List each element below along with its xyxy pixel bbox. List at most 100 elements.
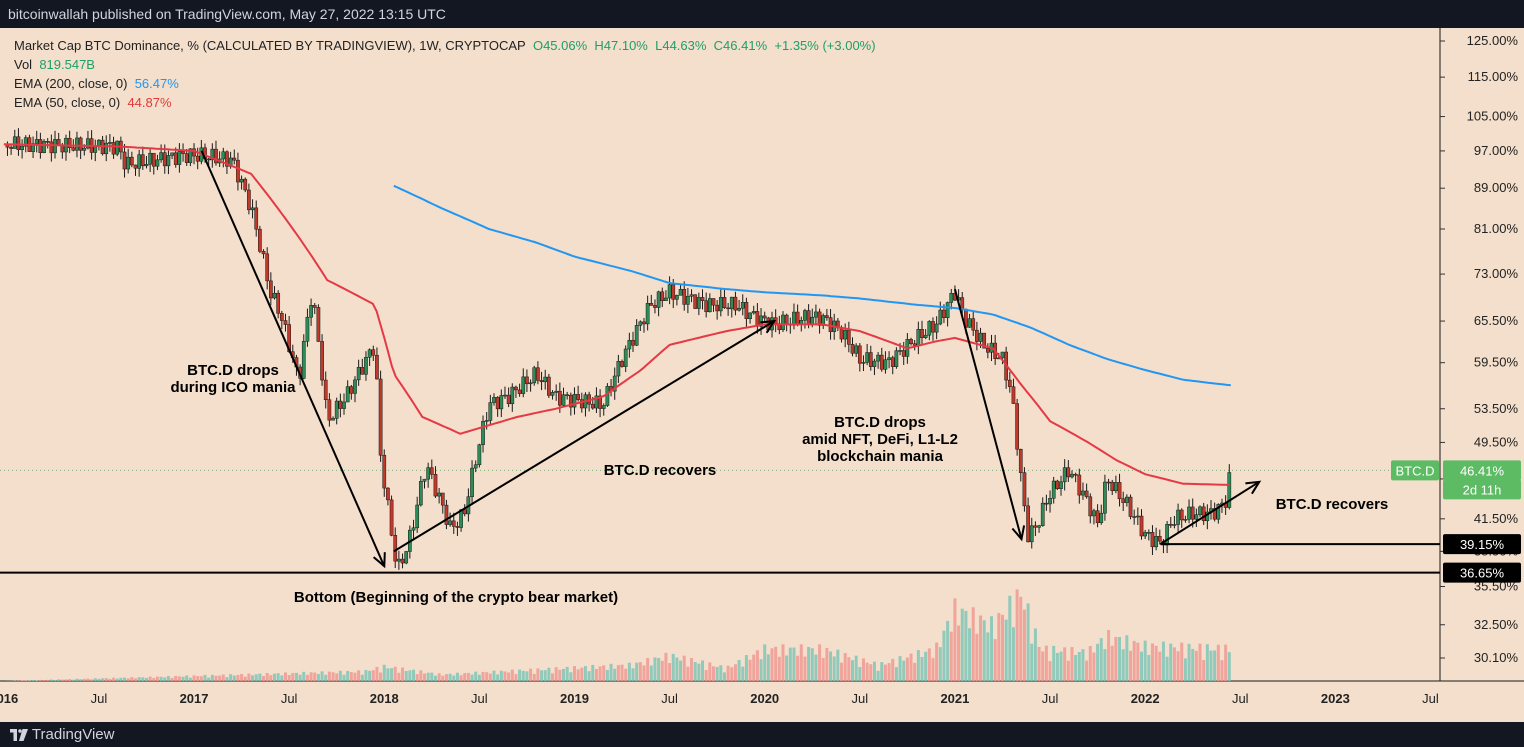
chart-svg[interactable]: 125.00% 115.00% 105.00% 97.00% 89.00% 81.00% 7… — [0, 28, 1524, 722]
volume-bar — [123, 677, 127, 681]
candle-up — [814, 311, 818, 318]
chart-legend: Market Cap BTC Dominance, % (CALCULATED … — [14, 36, 876, 112]
volume-bar — [210, 674, 214, 681]
volume-bar — [360, 674, 364, 681]
current-price-tag-bg — [1443, 460, 1521, 481]
candle-down — [247, 189, 251, 211]
candle-down — [349, 386, 354, 394]
candle-up — [799, 320, 804, 324]
volume-bar — [924, 651, 928, 681]
y-tick-label: 32.50% — [1474, 617, 1519, 632]
volume-bar — [722, 672, 726, 681]
volume-bar — [459, 675, 463, 681]
candle-up — [689, 294, 694, 297]
volume-bar — [485, 672, 489, 681]
candle-down — [243, 178, 248, 191]
candle-up — [645, 303, 650, 325]
volume-bar — [1187, 643, 1191, 681]
volume-bar — [920, 656, 924, 681]
volume-bar — [1154, 645, 1158, 681]
volume-bar — [697, 663, 701, 681]
candle-up — [477, 444, 482, 466]
volume-bar — [1114, 636, 1118, 681]
volume-bar — [188, 677, 192, 681]
volume-bar — [796, 655, 800, 681]
y-tick-label: 89.00% — [1474, 180, 1519, 195]
candle-down — [375, 354, 379, 380]
candle-down — [920, 329, 924, 338]
annotation-nft-line3: blockchain mania — [817, 448, 943, 465]
candle-up — [345, 386, 350, 403]
volume-bar — [1143, 640, 1147, 681]
volume-bar — [254, 674, 258, 681]
volume-bar — [1037, 646, 1041, 681]
volume-bar — [273, 673, 277, 681]
candle-up — [1183, 519, 1188, 521]
volume-bar — [196, 676, 200, 681]
candle-up — [177, 151, 182, 165]
volume-bar — [492, 670, 496, 681]
chart-area[interactable]: 125.00% 115.00% 105.00% 97.00% 89.00% 81.00% 7… — [0, 28, 1524, 722]
candle-down — [1095, 510, 1100, 523]
volume-bar — [653, 657, 657, 681]
candle-down — [261, 251, 266, 255]
candle-down — [525, 376, 529, 385]
candle-up — [1059, 481, 1063, 489]
candle-up — [1040, 502, 1045, 526]
candle-up — [309, 305, 313, 318]
volume-bar — [829, 651, 833, 681]
candle-up — [729, 296, 734, 310]
candle-down — [320, 341, 324, 381]
candle-up — [543, 376, 548, 383]
volume-bar — [1180, 642, 1184, 681]
candle-up — [664, 297, 668, 301]
candle-down — [846, 330, 851, 345]
volume-bar — [415, 674, 419, 681]
volume-bar — [251, 675, 255, 681]
volume-bar — [616, 665, 620, 681]
volume-bar — [554, 667, 558, 681]
candle-up — [978, 332, 983, 342]
volume-bar — [1158, 651, 1162, 681]
volume-bar — [957, 625, 961, 681]
legend-change: +1.35% (+3.00%) — [774, 38, 876, 53]
volume-bar — [671, 653, 675, 681]
candle-down — [1073, 473, 1078, 476]
candle-down — [9, 146, 13, 149]
volume-bar — [386, 668, 390, 681]
volume-bar — [97, 678, 101, 681]
candle-up — [1227, 472, 1232, 508]
candle-up — [656, 291, 661, 308]
volume-bar — [1194, 650, 1198, 681]
volume-bar — [232, 675, 236, 681]
candle-down — [722, 297, 727, 309]
volume-bar — [638, 662, 642, 681]
candle-up — [572, 394, 577, 408]
footer-bar: TradingView — [0, 722, 1524, 747]
candle-up — [1099, 512, 1104, 523]
volume-bar — [792, 647, 796, 681]
candle-down — [517, 389, 522, 394]
candle-up — [356, 367, 361, 381]
arrow-recover-1-head — [760, 319, 777, 334]
volume-bar — [748, 659, 752, 681]
candle-down — [316, 307, 321, 342]
volume-bar — [865, 662, 869, 681]
volume-bar — [529, 668, 533, 681]
candle-up — [923, 334, 928, 338]
volume-bar — [572, 666, 576, 681]
candle-up — [561, 394, 566, 406]
volume-bar — [437, 673, 441, 681]
volume-bar — [408, 670, 412, 681]
legend-main-row: Market Cap BTC Dominance, % (CALCULATED … — [14, 36, 876, 55]
candle-up — [488, 402, 493, 421]
candle-down — [755, 311, 760, 327]
volume-bar — [24, 680, 28, 681]
volume-bar — [514, 674, 518, 681]
candle-up — [616, 361, 621, 377]
legend-high: H47.10% — [594, 38, 648, 53]
candle-down — [909, 339, 913, 344]
volume-bar — [294, 672, 298, 681]
volume-bar — [624, 668, 628, 681]
candle-down — [557, 390, 562, 406]
